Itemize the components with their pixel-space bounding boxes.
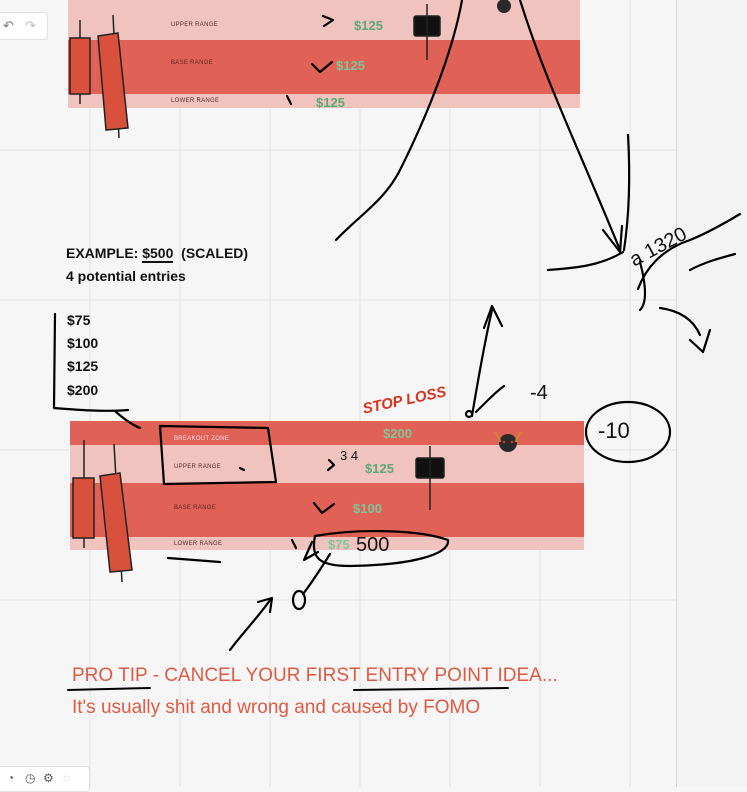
settings-icon[interactable]: ⚙: [43, 771, 54, 785]
minus-four-annotation: -4: [530, 382, 548, 404]
upper-range-band: [68, 0, 580, 40]
pro-tip-text-b: ST ENTRY POINT: [336, 665, 493, 686]
upper-price: $125: [365, 461, 394, 476]
candle: [99, 472, 133, 573]
base-price: $100: [353, 501, 382, 516]
lower-range-label: LOWER RANGE: [171, 98, 220, 104]
entry-3: $125: [67, 358, 99, 374]
base-price: $125: [336, 58, 365, 73]
pro-tip-label: PRO TIP: [72, 665, 148, 686]
pro-tip-text-a: - CANCEL YOUR FIR: [147, 665, 337, 686]
zoom-icon[interactable]: ◔: [7, 771, 15, 785]
example-subheading: 4 potential entries: [66, 268, 186, 284]
breakout-zone-band: [70, 421, 584, 445]
candle: [69, 37, 91, 95]
bottom-candles: [72, 440, 445, 583]
undo-redo-toolbar: ↶ ↷: [0, 12, 48, 40]
entry-4: $200: [67, 382, 99, 398]
top-chart: UPPER RANGE BASE RANGE LOWER RANGE $125 …: [68, 0, 580, 110]
entry-2: $100: [67, 335, 99, 351]
example-amount: $500: [142, 245, 174, 263]
base-range-band: [68, 40, 580, 94]
lower-range-label: LOWER RANGE: [174, 541, 223, 547]
upper-range-band: [70, 445, 584, 483]
pro-tip-line-1: PRO TIP - CANCEL YOUR FIRST ENTRY POINT …: [72, 665, 558, 687]
upper-range-label: UPPER RANGE: [174, 464, 221, 470]
breakout-price: $200: [383, 426, 412, 441]
upper-price: $125: [354, 18, 383, 33]
lower-range-band: [68, 94, 580, 108]
base-range-label: BASE RANGE: [174, 505, 217, 511]
side-panel: [676, 0, 747, 787]
bull-icon: [497, 0, 511, 13]
lower-range-band: [70, 537, 584, 550]
pro-tip-line-2: It's usually shit and wrong and caused b…: [72, 697, 481, 718]
example-heading: EXAMPLE: $500 (SCALED): [66, 245, 249, 263]
upper-range-label: UPPER RANGE: [171, 22, 218, 28]
three-four-annotation: 3 4: [340, 448, 359, 463]
base-range-label: BASE RANGE: [171, 60, 214, 66]
lower-price: $75: [328, 537, 350, 552]
clock-icon[interactable]: ◷: [25, 771, 36, 785]
top-candles: [69, 4, 441, 139]
candle: [72, 477, 95, 539]
lower-price: $125: [316, 95, 345, 110]
minus-ten-annotation: -10: [598, 418, 630, 443]
bull-icon: [494, 431, 522, 452]
redo-icon[interactable]: ↷: [25, 18, 36, 33]
breakout-zone-label: BREAKOUT ZONE: [174, 436, 230, 442]
example-suffix: (SCALED): [173, 245, 249, 261]
toolbar-icons: ◔ ◷ ⚙ ◌: [0, 766, 90, 792]
five-hundred-annotation: 500: [356, 534, 390, 556]
more-icon[interactable]: ◌: [63, 771, 71, 785]
example-prefix: EXAMPLE:: [66, 245, 143, 261]
entry-1: $75: [67, 312, 91, 328]
candle: [97, 32, 129, 131]
undo-icon[interactable]: ↶: [3, 18, 14, 33]
pro-tip-text-c: IDEA...: [492, 665, 558, 686]
